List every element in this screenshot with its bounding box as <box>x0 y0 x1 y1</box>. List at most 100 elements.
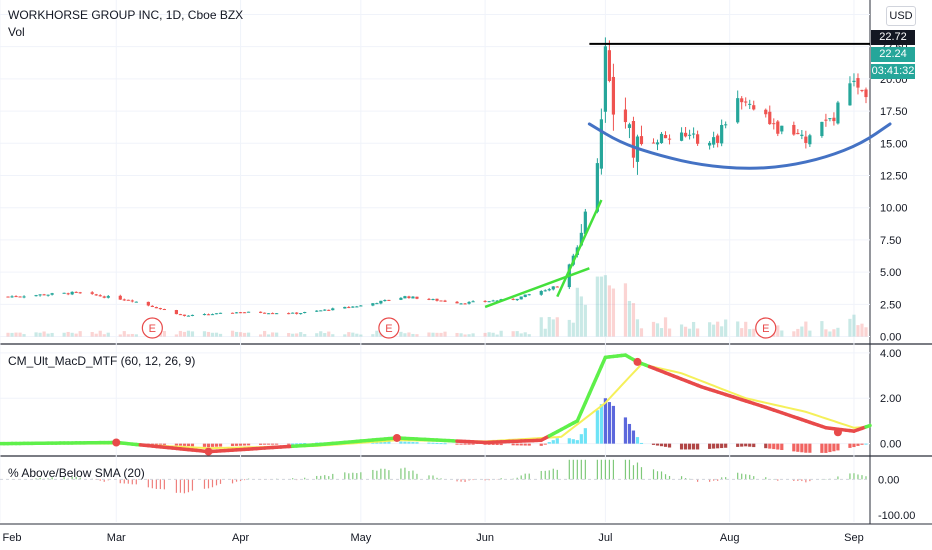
currency-button[interactable]: USD <box>886 6 916 26</box>
volume-bars <box>6 275 868 337</box>
volume-bar <box>230 330 235 337</box>
candle-body <box>62 292 66 294</box>
candle-body <box>387 299 391 301</box>
volume-bar <box>291 333 295 337</box>
macd-histogram-bar <box>399 441 403 444</box>
volume-bar <box>551 319 555 337</box>
volume-bar <box>595 276 599 337</box>
candle-body <box>595 163 599 212</box>
macd-tick-label: 4.00 <box>880 348 901 360</box>
candle-body <box>46 294 50 296</box>
volume-bar <box>411 333 415 337</box>
macd-histogram-bar <box>744 443 748 447</box>
macd-histogram-bar <box>736 443 740 447</box>
candle-body <box>716 135 720 143</box>
price-tick-label: 15.00 <box>880 138 908 150</box>
candle-body <box>263 312 267 314</box>
volume-bar <box>744 321 748 337</box>
macd-histogram-bar <box>663 443 668 447</box>
macd-histogram-bar <box>836 443 840 451</box>
countdown-tag: 03:41:32 <box>871 64 915 79</box>
macd-histogram-bar <box>595 410 599 444</box>
candle-body <box>655 142 660 145</box>
volume-bar <box>42 331 46 337</box>
candle-body <box>102 296 106 298</box>
macd-histogram-bar <box>499 443 503 446</box>
sma-indicator-label[interactable]: % Above/Below SMA (20) <box>8 466 145 480</box>
volume-bar <box>50 332 54 337</box>
macd-histogram-bar <box>828 443 832 453</box>
volume-bar <box>663 317 668 337</box>
candle-body <box>134 301 138 303</box>
candle-body <box>679 132 684 141</box>
volume-bar <box>567 319 571 337</box>
volume-bar <box>102 334 106 337</box>
volume-label: Vol <box>8 25 25 39</box>
macd-histogram-bar <box>258 443 263 445</box>
candle-body <box>347 307 351 309</box>
volume-bar <box>780 330 784 337</box>
candle-body <box>154 307 158 309</box>
candle-body <box>696 134 700 144</box>
candle-body <box>126 299 130 301</box>
volume-bar <box>70 332 74 337</box>
candle-body <box>275 313 279 315</box>
macd-cross-marker <box>204 447 213 456</box>
volume-bar <box>852 314 856 337</box>
last-price-tag: 22.24 <box>871 47 915 62</box>
candle-body <box>555 286 559 288</box>
macd-histogram-bar <box>291 443 295 445</box>
candle-body <box>379 300 383 304</box>
candle-body <box>299 313 303 315</box>
volume-bar <box>22 334 26 337</box>
volume-bar <box>443 331 447 337</box>
macd-histogram-bar <box>635 437 640 444</box>
macd-indicator-label[interactable]: CM_Ult_MacD_MTF (60, 12, 26, 9) <box>8 354 196 368</box>
macd-histogram-bar <box>263 443 267 445</box>
macd-histogram-bar <box>740 443 744 447</box>
candle-body <box>431 299 435 301</box>
macd-histogram-bar <box>411 441 415 444</box>
volume-bar <box>190 331 195 337</box>
candle-body <box>94 294 98 296</box>
macd-histogram-bar <box>206 443 211 448</box>
candle-body <box>752 105 756 110</box>
volume-bar <box>331 334 335 337</box>
volume-bar <box>712 324 716 337</box>
candle-body <box>18 296 22 298</box>
candle-body <box>323 309 327 311</box>
candle-body <box>651 142 656 144</box>
macd-histogram-bar <box>234 443 239 446</box>
trend-line <box>484 267 590 309</box>
volume-bar <box>90 331 94 337</box>
volume-bar <box>808 330 812 337</box>
candle-body <box>463 303 467 305</box>
macd-histogram-bar <box>583 428 587 444</box>
macd-cross-marker <box>633 357 642 366</box>
volume-bar <box>716 321 720 337</box>
x-tick-label: Sep <box>844 532 864 544</box>
volume-bar <box>435 332 439 337</box>
candle-body <box>411 296 415 299</box>
candle-body <box>234 312 239 314</box>
macd-histogram-bar <box>295 443 299 445</box>
volume-bar <box>776 325 780 337</box>
volume-bar <box>359 334 363 337</box>
axes: Feb Mar Apr May Jun Jul Aug Sep 0.00 2.50 5.00 7.50… <box>3 42 916 544</box>
volume-bar <box>547 317 551 337</box>
candle-body <box>443 300 447 302</box>
candle-body <box>579 232 583 246</box>
volume-bar <box>126 334 130 337</box>
candle-body <box>407 296 411 299</box>
volume-bar <box>539 317 543 337</box>
macd-histogram-bar <box>174 443 179 446</box>
macd-histogram-bar <box>768 443 772 449</box>
macd-histogram-bar <box>383 441 387 444</box>
price-tick-label: 0.00 <box>880 332 901 344</box>
macd-histogram-bar <box>627 423 632 444</box>
macd-histogram-bar <box>150 443 154 445</box>
candle-body <box>98 295 102 297</box>
macd-histogram-bar <box>551 440 555 444</box>
x-tick-label: Feb <box>3 532 22 544</box>
